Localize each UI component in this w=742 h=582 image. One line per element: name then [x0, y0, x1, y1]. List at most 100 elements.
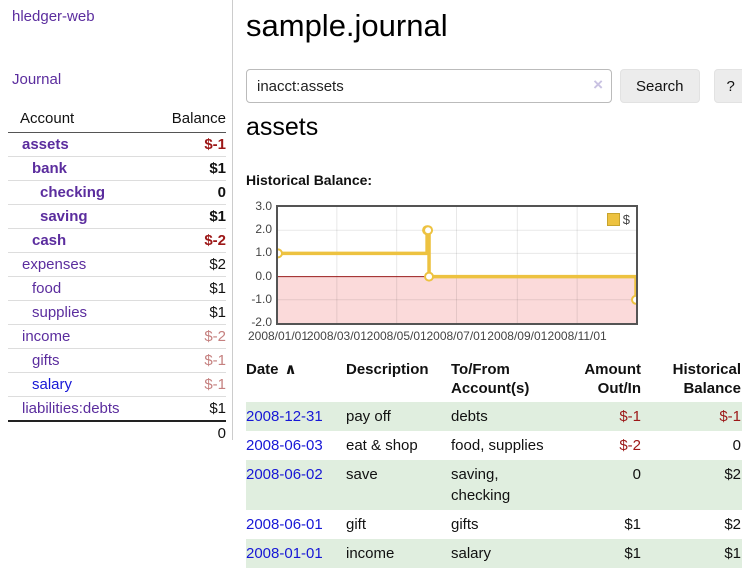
account-balance: $1 — [209, 208, 226, 225]
register-description-cell: gift — [346, 516, 367, 533]
account-balance: $1 — [209, 280, 226, 297]
account-row: income $-2 — [8, 324, 226, 348]
transaction-date-link[interactable]: 2008-06-01 — [246, 516, 323, 533]
account-balance: $-1 — [204, 136, 226, 153]
sidebar: hledger-web Journal Account Balance asse… — [0, 0, 233, 442]
register-description-cell: save — [346, 466, 378, 483]
account-balance: $1 — [209, 400, 226, 417]
page-title: sample.journal — [246, 8, 448, 43]
x-axis-tick-label: 2008/07/01 — [426, 329, 487, 343]
sidebar-account-link-salary[interactable]: salary — [32, 376, 73, 393]
register-description-cell: eat & shop — [346, 437, 418, 454]
y-axis-tick-label: 1.0 — [255, 245, 272, 260]
account-row: assets $-1 — [8, 133, 226, 156]
legend-swatch-icon — [606, 213, 620, 226]
x-axis-tick-label: 2008/09/01 — [487, 329, 548, 343]
search-input[interactable] — [246, 69, 612, 103]
date-header-label: Date — [246, 361, 279, 378]
account-heading: assets — [246, 113, 319, 141]
register-date-cell: 2008-06-01 — [246, 510, 346, 539]
transaction-date-link[interactable]: 2008-12-31 — [246, 408, 323, 425]
y-axis-tick-label: -1.0 — [251, 291, 272, 306]
y-axis-tick-label: 3.0 — [255, 199, 272, 213]
brand-link[interactable]: hledger-web — [12, 8, 95, 25]
sidebar-account-link-saving[interactable]: saving — [40, 208, 88, 225]
register-date-cell: 2008-01-01 — [246, 539, 346, 568]
account-balance: $-1 — [204, 376, 226, 393]
chart-plot-area: $ — [276, 205, 638, 325]
sidebar-account-link-bank[interactable]: bank — [32, 160, 68, 177]
chart-legend: $ — [605, 211, 631, 228]
sidebar-account-link-liabilities-debts[interactable]: liabilities:debts — [22, 400, 120, 417]
account-row: salary $-1 — [8, 372, 226, 396]
register-date-cell: 2008-12-31 — [246, 402, 346, 431]
sidebar-account-link-assets[interactable]: assets — [22, 136, 69, 153]
account-balance: $-2 — [204, 232, 226, 249]
account-column-header: Account — [20, 110, 75, 127]
x-axis-tick-label: 2008/05/01 — [366, 329, 427, 343]
register-amount-cell: $1 — [624, 516, 641, 533]
y-axis-tick-label: 0.0 — [255, 268, 272, 283]
register-row: 2008-06-02 save saving, checking 0 $2 — [246, 460, 742, 510]
register-row: 2008-06-03 eat & shop food, supplies $-2 0 — [246, 431, 742, 460]
register-table: Date ∧ Description To/From Account(s) Amo… — [246, 358, 742, 568]
chart-title: Historical Balance: — [246, 172, 373, 188]
account-row: gifts $-1 — [8, 348, 226, 372]
sidebar-item-journal[interactable]: Journal — [12, 71, 62, 88]
register-date-cell: 2008-06-03 — [246, 431, 346, 460]
transaction-date-link[interactable]: 2008-06-02 — [246, 466, 323, 483]
account-balance: $-1 — [204, 352, 226, 369]
help-button[interactable]: ? — [713, 69, 742, 103]
register-balance-cell: $2 — [724, 466, 741, 483]
register-header-accounts: To/From Account(s) — [451, 361, 530, 397]
balance-column-header: Balance — [171, 110, 226, 127]
accounts-table: Account Balance assets $-1 bank $1 checking 0… — [8, 107, 226, 445]
transaction-date-link[interactable]: 2008-01-01 — [246, 545, 323, 562]
transaction-date-link[interactable]: 2008-06-03 — [246, 437, 323, 454]
register-header-balance: Historical Balance — [672, 361, 741, 397]
account-row: cash $-2 — [8, 228, 226, 252]
register-accounts-cell: saving, checking — [451, 466, 511, 504]
sidebar-account-link-cash[interactable]: cash — [32, 232, 67, 249]
accounts-total-row: 0 — [8, 420, 226, 445]
account-row: checking 0 — [8, 180, 226, 204]
register-balance-cell: $-1 — [719, 408, 741, 425]
register-balance-cell: $1 — [724, 545, 741, 562]
search-field-wrapper: × — [246, 69, 612, 103]
x-axis-tick-label: 2008/11/01 — [547, 329, 607, 343]
register-accounts-cell: salary — [451, 545, 492, 562]
historical-balance-chart: 3.0 2.0 1.0 0.0 -1.0 -2.0 $ 2008/01/01 2008/03… — [246, 199, 742, 348]
register-row: 2008-12-31 pay off debts $-1 $-1 — [246, 402, 742, 431]
y-axis-tick-label: 2.0 — [255, 222, 272, 237]
sidebar-account-link-checking[interactable]: checking — [40, 184, 106, 201]
y-axis-tick-label: -2.0 — [251, 315, 272, 329]
register-balance-cell: $2 — [724, 516, 741, 533]
account-balance: $1 — [209, 304, 226, 321]
sidebar-account-link-gifts[interactable]: gifts — [32, 352, 60, 369]
register-description-cell: pay off — [346, 408, 391, 425]
register-header-amount: Amount Out/In — [584, 361, 641, 397]
account-row: bank $1 — [8, 156, 226, 180]
search-bar: × Search ? — [246, 69, 742, 103]
account-row: supplies $1 — [8, 300, 226, 324]
sidebar-account-link-supplies[interactable]: supplies — [32, 304, 88, 321]
clear-search-icon[interactable]: × — [593, 75, 603, 94]
register-balance-cell: 0 — [732, 437, 741, 454]
account-row: expenses $2 — [8, 252, 226, 276]
search-button[interactable]: Search — [620, 69, 700, 103]
account-balance: $2 — [209, 256, 226, 273]
sidebar-account-link-expenses[interactable]: expenses — [22, 256, 87, 273]
account-row: liabilities:debts $1 — [8, 396, 226, 420]
account-row: saving $1 — [8, 204, 226, 228]
register-header-date[interactable]: Date ∧ — [246, 358, 346, 402]
main-content: sample.journal × Search ? assets Histori… — [246, 0, 742, 582]
account-balance: 0 — [217, 184, 226, 201]
sidebar-account-link-income[interactable]: income — [22, 328, 71, 345]
account-balance: $-2 — [204, 328, 226, 345]
account-balance: $1 — [209, 160, 226, 177]
register-header-description: Description — [346, 361, 429, 378]
x-axis-tick-label: 2008/03/01 — [306, 329, 367, 343]
sidebar-account-link-food[interactable]: food — [32, 280, 62, 297]
register-amount-cell: 0 — [632, 466, 641, 483]
